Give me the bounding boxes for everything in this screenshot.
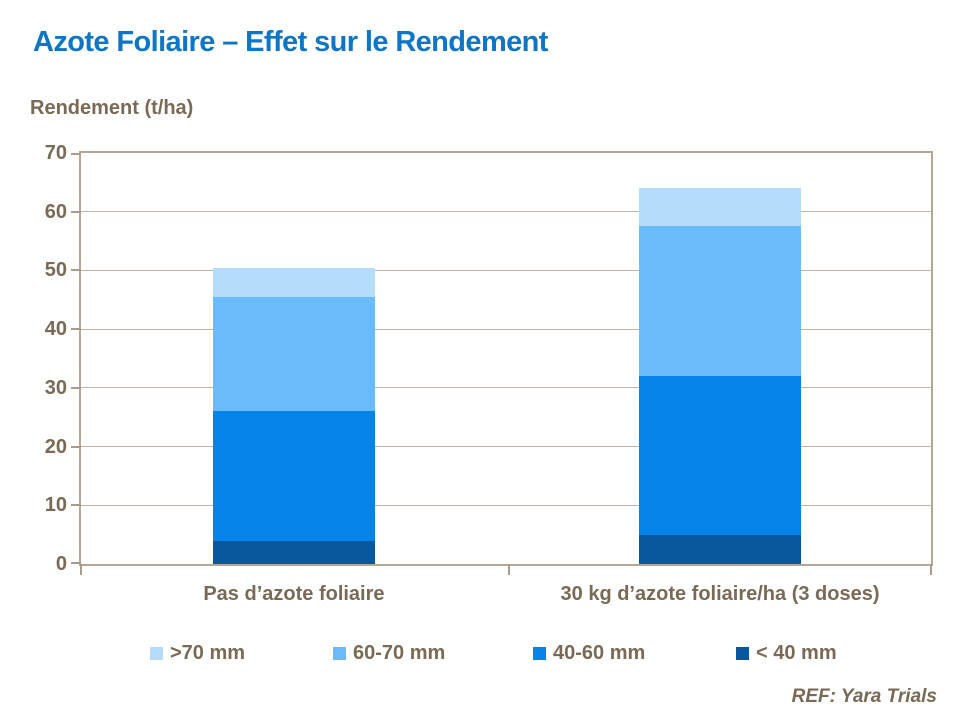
legend-item: >70 mm [150, 642, 245, 665]
bar-segment [639, 226, 802, 377]
legend-item: 40-60 mm [533, 642, 645, 665]
gridline [81, 387, 931, 389]
bar-segment [639, 534, 802, 564]
gridline [81, 504, 931, 506]
y-axis-tick [71, 562, 81, 564]
bar-segment [639, 376, 802, 535]
y-axis-tick [71, 386, 81, 389]
bar-segment [212, 411, 375, 541]
legend-item: 60-70 mm [333, 642, 445, 665]
y-axis-tick [71, 328, 81, 331]
bar [639, 153, 802, 564]
x-axis-tick [507, 564, 510, 575]
y-axis-tick [71, 153, 81, 155]
legend-swatch [333, 647, 346, 660]
y-tick-label: 70 [44, 142, 67, 164]
legend-label: 40-60 mm [553, 642, 646, 664]
source-ref: REF: Yara Trials [791, 686, 937, 707]
legend-label: < 40 mm [756, 642, 837, 664]
gridline [81, 269, 931, 271]
y-axis-title: Rendement (t/ha) [30, 97, 194, 119]
legend-swatch [736, 647, 749, 660]
legend-label: 60-70 mm [353, 642, 446, 664]
y-tick-label: 60 [44, 200, 67, 223]
bar [212, 153, 375, 564]
y-axis-tick [71, 504, 81, 507]
y-axis-tick [71, 210, 81, 213]
y-tick-label: 40 [44, 318, 67, 341]
bar-segment [212, 540, 375, 564]
x-category-label: Pas d’azote foliaire [203, 583, 385, 605]
y-axis-tick [71, 445, 81, 448]
y-axis-tick [71, 269, 81, 272]
gridline [81, 211, 931, 213]
x-axis-tick [930, 564, 932, 575]
legend: >70 mm 60-70 mm 40-60 mm < 40 mm [0, 642, 960, 670]
bar-segment [639, 188, 802, 227]
y-tick-label: 0 [55, 553, 67, 575]
bar-segment [212, 267, 375, 297]
legend-swatch [533, 647, 546, 660]
legend-item: < 40 mm [736, 642, 837, 665]
bar-segment [212, 296, 375, 412]
x-axis-tick [80, 564, 82, 575]
y-tick-label: 10 [44, 494, 67, 517]
y-tick-label: 20 [44, 435, 67, 458]
gridline [81, 328, 931, 330]
y-tick-label: 50 [44, 259, 67, 282]
chart-title: Azote Foliaire – Effet sur le Rendement [33, 26, 548, 58]
plot-area: 0 10 20 30 40 50 60 70 Pas d’azote foliaire 30 kg… [45, 142, 933, 605]
y-tick-label: 30 [44, 376, 67, 399]
x-category-label: 30 kg d’azote foliaire/ha (3 doses) [560, 583, 880, 605]
legend-swatch [150, 647, 163, 660]
gridline [81, 446, 931, 448]
legend-label: >70 mm [170, 642, 246, 664]
